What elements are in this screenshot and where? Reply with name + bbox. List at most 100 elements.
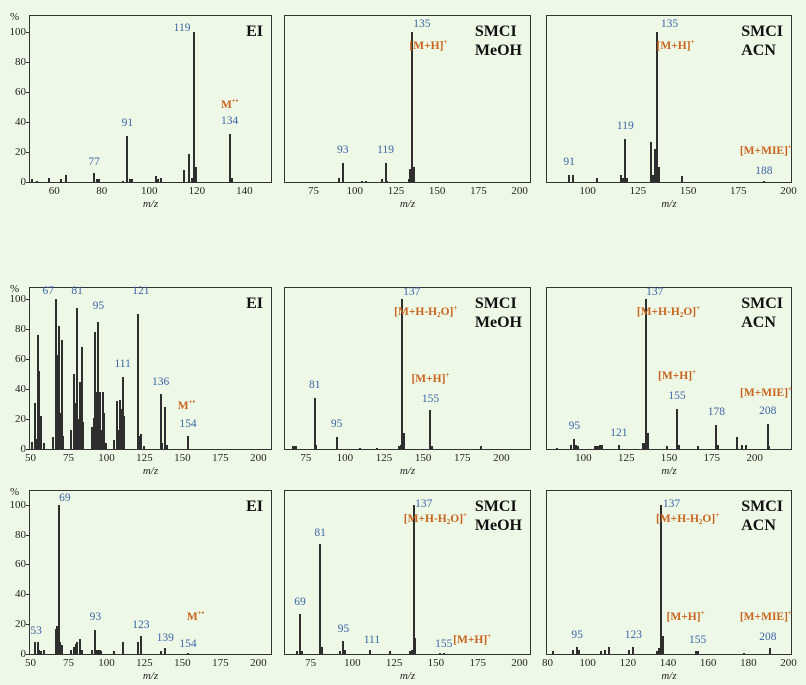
peak-bar <box>57 326 60 449</box>
x-tick-label: 150 <box>428 185 446 197</box>
peak-bar <box>77 419 80 449</box>
peak-bar <box>42 443 45 449</box>
x-axis-label: m/z <box>142 670 159 682</box>
peak-bar <box>645 299 648 449</box>
x-tick-label: 175 <box>730 185 747 197</box>
panel-title-line: ACN <box>741 517 776 534</box>
peak-bar <box>186 435 189 449</box>
y-tick-label: 60 <box>15 352 26 365</box>
mz-annotation: 154 <box>179 418 196 430</box>
mz-annotation: 81 <box>314 527 326 539</box>
peak-bar <box>95 392 98 449</box>
annotation-part: 121 <box>610 427 628 440</box>
mz-annotation: 188 <box>755 165 772 177</box>
annotation-part: 69 <box>294 596 306 609</box>
ion-annotation: [M+H-H2O]+ <box>637 302 700 321</box>
peak-bar <box>575 444 578 449</box>
peak-bar <box>74 643 77 654</box>
peak-bar <box>39 416 42 449</box>
peak-bar <box>576 646 579 654</box>
mz-annotation: 69 <box>294 596 306 608</box>
annotation-part: [M+H-H <box>403 513 447 526</box>
x-tick-label: 175 <box>453 452 471 464</box>
y-tick-label: 20 <box>15 145 26 158</box>
peak-bar <box>98 392 101 449</box>
annotation-part: [M+MIE] <box>739 145 788 157</box>
annotation-part: + <box>787 609 792 618</box>
mz-annotation: 137 <box>403 286 420 298</box>
peak-bar <box>136 314 139 449</box>
peak-bar <box>54 628 57 654</box>
peak-bar <box>100 429 103 449</box>
peak-bar <box>320 646 323 654</box>
peak-bar <box>389 651 392 654</box>
annotation-part: + <box>715 511 720 520</box>
annotation-part: 91 <box>563 155 575 168</box>
peak-bar <box>479 446 482 449</box>
peak-bar <box>80 649 83 654</box>
y-tick-label: 40 <box>15 588 26 601</box>
annotation-part: + <box>690 38 695 46</box>
peak-bar <box>344 649 347 654</box>
peak-bar <box>95 179 98 182</box>
annotation-part: 81 <box>314 526 326 539</box>
x-tick-label: 50 <box>25 452 36 464</box>
peak-bar <box>626 177 629 182</box>
peak-bar <box>384 162 387 182</box>
peak-bar <box>654 149 657 182</box>
peak-bar <box>70 649 72 654</box>
y-axis-label: % <box>10 283 20 295</box>
annotation-part: [M+MIE] <box>739 611 788 624</box>
x-tick-label: 120 <box>188 185 206 197</box>
mz-annotation: 119 <box>377 144 394 156</box>
panel-title-line: SMCI <box>741 498 783 515</box>
annotation-part: +• <box>188 398 196 407</box>
ion-annotation: [M+H]+ <box>411 369 449 385</box>
panel-title-line: EI <box>246 498 263 515</box>
peak-bar <box>556 447 559 449</box>
peak-bar <box>94 630 97 654</box>
annotation-part: 155 <box>668 389 686 402</box>
annotation-part: M <box>177 400 189 413</box>
x-tick-label: 60 <box>48 185 60 197</box>
peak-bar <box>643 443 646 449</box>
x-tick-label: 125 <box>136 657 153 669</box>
spectrum-panel: EI 77 91 119 134 M+• <box>29 15 272 183</box>
mz-annotation: 121 <box>132 285 149 297</box>
peak-bar <box>117 429 120 449</box>
y-tick-mark <box>26 151 30 153</box>
annotation-part: 208 <box>759 630 777 643</box>
mz-annotation: 134 <box>221 115 238 127</box>
peak-bar <box>62 435 65 449</box>
peak-bar <box>64 174 67 182</box>
annotation-part: + <box>696 303 701 312</box>
panel-title-line: EI <box>246 23 263 40</box>
ion-annotation: M+• <box>221 95 238 111</box>
x-tick-label: 100 <box>141 185 158 197</box>
mz-annotation: 123 <box>625 629 642 641</box>
annotation-part: 155 <box>421 392 440 405</box>
mz-annotation: 111 <box>364 634 380 646</box>
x-tick-label: 150 <box>414 452 432 464</box>
x-tick-label: 125 <box>375 452 393 464</box>
peak-bar <box>70 429 72 449</box>
annotation-part: + <box>443 38 448 46</box>
peak-bar <box>79 639 82 654</box>
annotation-part: 119 <box>616 119 634 132</box>
peak-bar <box>339 651 342 654</box>
peak-bar <box>338 177 341 182</box>
mz-annotation: 123 <box>132 619 149 631</box>
peak-bar <box>123 416 126 449</box>
x-axis-label: m/z <box>661 465 677 477</box>
x-tick-label: 75 <box>305 657 317 669</box>
mz-annotation: 95 <box>569 420 581 432</box>
y-tick-label: 100 <box>9 498 27 511</box>
peak-bar <box>104 443 107 449</box>
peak-bar <box>717 444 720 449</box>
peak-bar <box>139 434 142 449</box>
peak-bar <box>295 651 298 654</box>
peak-bar <box>741 444 744 449</box>
y-tick-label: 80 <box>15 322 26 335</box>
x-axis-label: m/z <box>399 198 416 210</box>
annotation-part: +• <box>197 609 205 618</box>
